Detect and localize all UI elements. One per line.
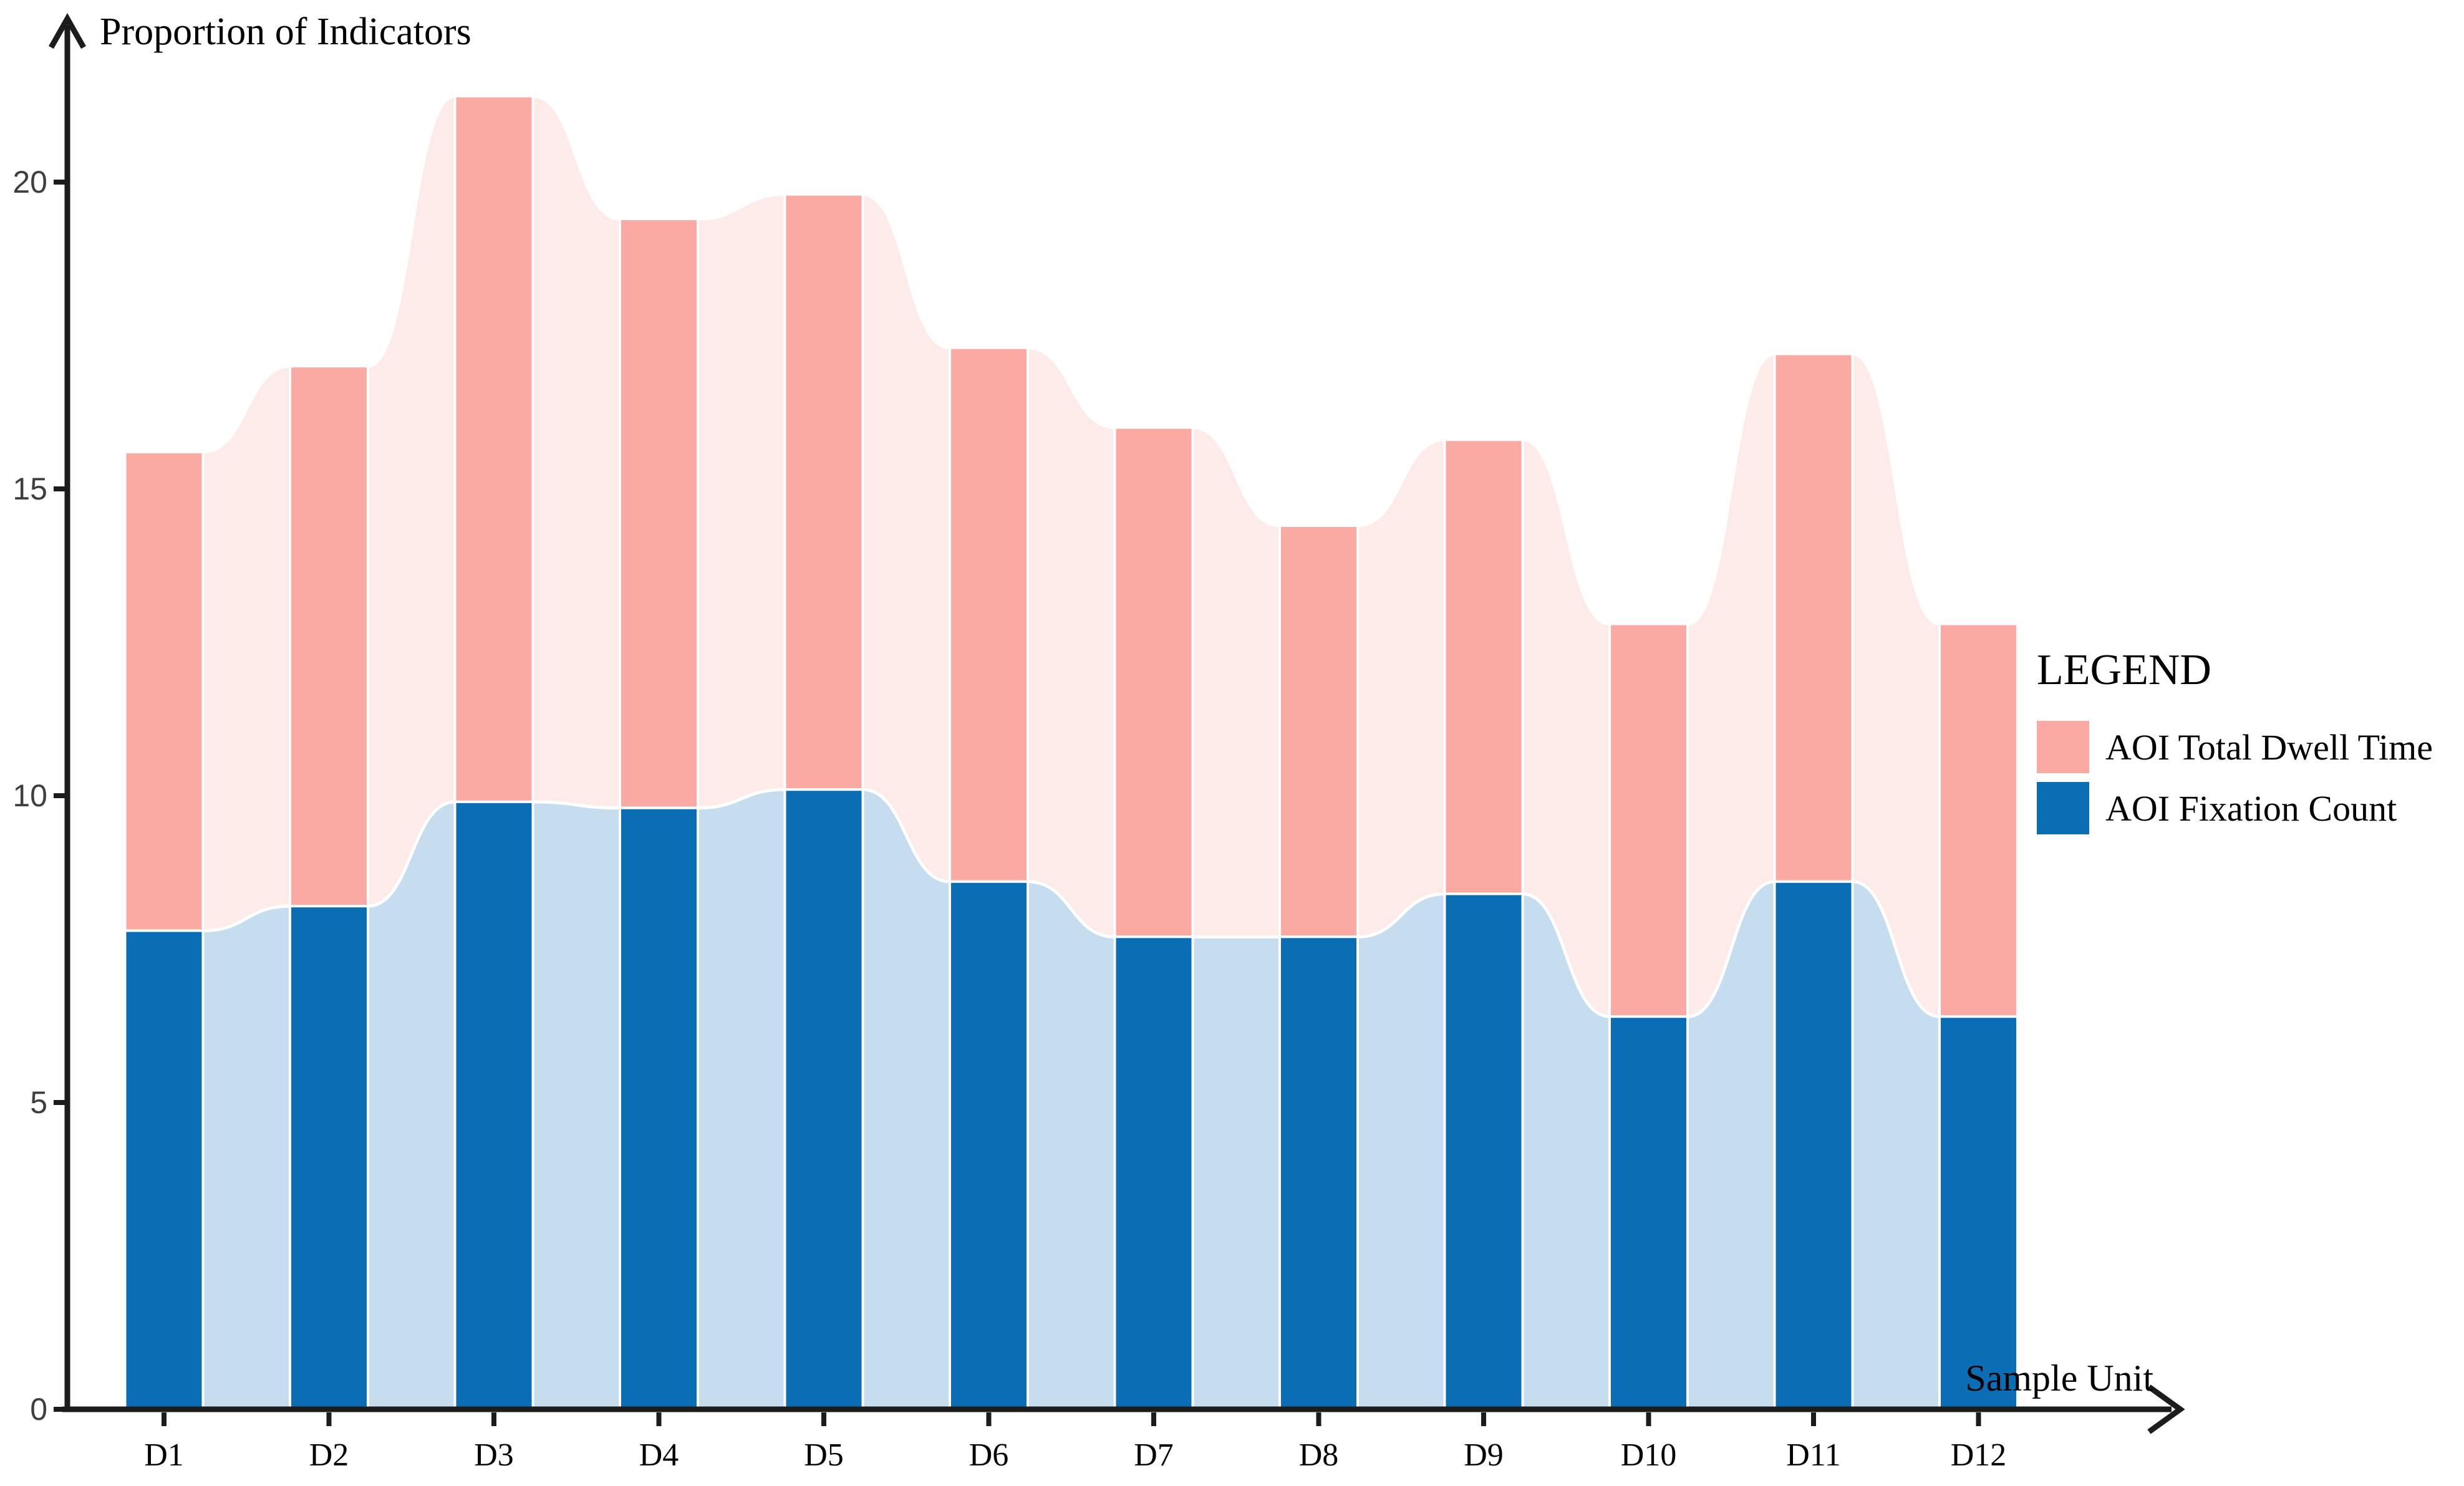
legend-label: AOI Fixation Count xyxy=(2105,788,2397,829)
fixation-bar-D4 xyxy=(619,806,699,1411)
dwell-time-bar-D9 xyxy=(1443,438,1524,895)
dwell-time-bar-D2 xyxy=(289,365,369,908)
x-tick-label-D9: D9 xyxy=(1464,1437,1504,1473)
dwell-time-bar-D8 xyxy=(1278,524,1359,938)
x-axis-title: Sample Unit xyxy=(1965,1358,2153,1399)
fixation-bar-D9 xyxy=(1443,892,1524,1411)
x-tick-label-D6: D6 xyxy=(969,1437,1009,1473)
x-axis-arrow-icon xyxy=(2147,1384,2185,1434)
fixation-bar-D10 xyxy=(1608,1015,1689,1411)
y-tick-label: 20 xyxy=(12,165,47,200)
legend-entry-fixation-count: AOI Fixation Count xyxy=(2037,782,2464,834)
dwell-time-bar-D7 xyxy=(1113,426,1194,938)
dwell-time-bar-D3 xyxy=(453,95,534,803)
x-tick-label-D8: D8 xyxy=(1299,1437,1339,1473)
dwell-time-bar-D6 xyxy=(949,346,1029,883)
fixation-bar-D8 xyxy=(1278,935,1359,1411)
x-tick-label-D12: D12 xyxy=(1951,1437,2007,1473)
x-tick-label-D10: D10 xyxy=(1621,1437,1677,1473)
x-tick-label-D1: D1 xyxy=(144,1437,184,1473)
legend: LEGEND AOI Total Dwell Time AOI Fixation… xyxy=(2037,649,2464,843)
y-tick-label: 0 xyxy=(30,1392,47,1427)
legend-title: LEGEND xyxy=(2037,646,2211,694)
fixation-bar-D1 xyxy=(123,929,205,1411)
fixation-bar-D3 xyxy=(453,800,534,1411)
fixation-bar-D2 xyxy=(289,905,369,1411)
dwell-time-bar-D12 xyxy=(1938,622,2019,1018)
x-tick-label-D2: D2 xyxy=(309,1437,349,1473)
dwell-time-bar-D11 xyxy=(1773,352,1854,883)
dwell-time-bar-D5 xyxy=(783,193,864,791)
y-tick-label: 10 xyxy=(12,778,47,813)
dwell-time-swatch xyxy=(2037,721,2089,773)
y-axis-title: Proportion of Indicators xyxy=(100,11,471,53)
fixation-bar-D7 xyxy=(1113,935,1194,1411)
x-tick-label-D4: D4 xyxy=(639,1437,679,1473)
dwell-time-bar-D1 xyxy=(123,450,205,932)
x-tick-label-D7: D7 xyxy=(1134,1437,1174,1473)
fixation-bar-D6 xyxy=(949,880,1029,1411)
fixation-bar-D11 xyxy=(1773,880,1854,1411)
y-tick-label: 5 xyxy=(30,1085,47,1120)
x-tick-label-D5: D5 xyxy=(804,1437,844,1473)
x-tick-label-D11: D11 xyxy=(1786,1437,1841,1473)
legend-entry-dwell-time: AOI Total Dwell Time xyxy=(2037,721,2464,773)
dwell-time-bar-D4 xyxy=(619,218,699,809)
fixation-bar-D12 xyxy=(1938,1015,2019,1411)
dwell-time-bar-D10 xyxy=(1608,622,1689,1018)
x-tick-label-D3: D3 xyxy=(474,1437,514,1473)
y-axis-arrow-icon xyxy=(49,12,86,49)
fixation-bar-D5 xyxy=(783,788,864,1411)
fixation-count-swatch xyxy=(2037,782,2089,834)
fixation-count-band xyxy=(123,788,2019,1411)
y-tick-label: 15 xyxy=(12,471,47,506)
legend-label: AOI Total Dwell Time xyxy=(2105,726,2433,768)
